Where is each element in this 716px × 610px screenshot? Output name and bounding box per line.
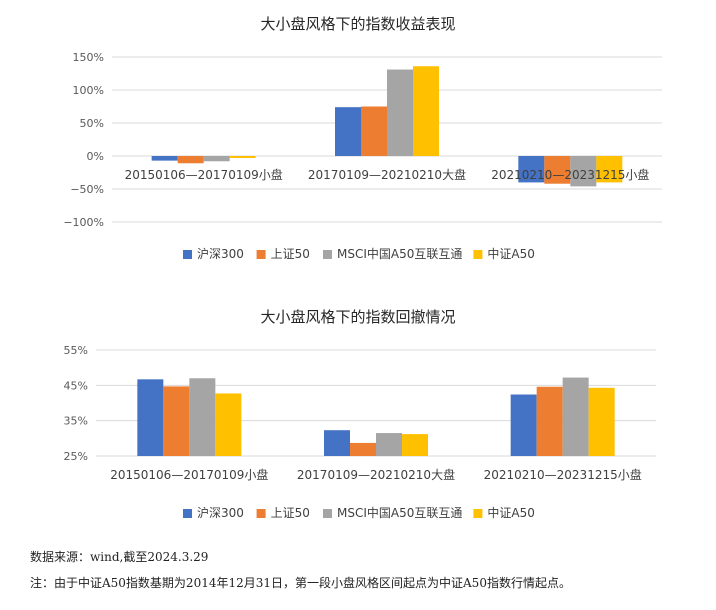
legend-swatch: [256, 250, 266, 259]
bar: [215, 393, 242, 456]
y-tick-label: 150%: [73, 51, 104, 64]
chart-title: 大小盘风格下的指数回撤情况: [260, 308, 455, 326]
legend-label: MSCI中国A50互联互通: [337, 505, 462, 520]
legend-swatch: [473, 250, 483, 259]
bar: [518, 156, 545, 183]
y-tick-label: 0%: [87, 150, 104, 163]
bar: [570, 156, 597, 187]
legend-label: MSCI中国A50互联互通: [337, 246, 462, 261]
category-label: 20210210—20231215小盘: [491, 167, 649, 182]
category-label: 20150106—20170109小盘: [110, 467, 268, 482]
legend-swatch: [323, 250, 332, 259]
legend-swatch: [256, 509, 266, 518]
y-tick-label: 50%: [80, 117, 104, 130]
legend-swatch: [183, 250, 192, 259]
category-label: 20170109—20210210大盘: [308, 167, 466, 182]
bar: [177, 156, 204, 164]
bar: [324, 430, 350, 456]
legend-label: 沪深300: [197, 506, 244, 520]
category-label: 20150106—20170109小盘: [125, 167, 283, 182]
bar: [163, 386, 190, 456]
legend-label: 上证50: [271, 506, 310, 520]
legend-label: 中证A50: [487, 246, 534, 261]
bar: [544, 156, 571, 184]
bar: [151, 156, 178, 161]
bar: [413, 66, 439, 156]
legend-label: 沪深300: [197, 247, 244, 261]
drawdown-chart: 大小盘风格下的指数回撤情况 25% 35% 45% 55% 20150106—201701…: [64, 308, 656, 520]
bar: [588, 387, 615, 456]
bar: [203, 156, 230, 162]
legend-label: 上证50: [271, 247, 310, 261]
legend-swatch: [183, 509, 192, 518]
bar: [361, 106, 387, 156]
bar: [350, 442, 376, 456]
bar: [536, 386, 563, 456]
bar: [562, 377, 589, 456]
legend-label: 中证A50: [487, 505, 534, 520]
footnote: 注：由于中证A50指数基期为2014年12月31日，第一段小盘风格区间起点为中证…: [30, 576, 571, 590]
y-tick-label: 35%: [64, 415, 88, 428]
bar: [137, 379, 164, 456]
y-tick-label: 55%: [64, 344, 88, 357]
bar: [402, 434, 428, 456]
legend-swatch: [323, 509, 332, 518]
y-tick-label: 25%: [64, 450, 88, 463]
bar: [189, 378, 216, 456]
chart-title: 大小盘风格下的指数收益表现: [260, 15, 455, 33]
bar: [376, 433, 402, 456]
bar: [335, 107, 361, 156]
bar: [510, 394, 537, 456]
y-tick-label: −100%: [63, 216, 104, 229]
data-source-note: 数据来源：wind,截至2024.3.29: [30, 550, 209, 564]
y-tick-label: −50%: [70, 183, 104, 196]
category-label: 20210210—20231215小盘: [484, 467, 642, 482]
category-label: 20170109—20210210大盘: [297, 467, 455, 482]
legend-swatch: [473, 509, 483, 518]
y-tick-label: 100%: [73, 84, 104, 97]
bar: [229, 156, 256, 158]
y-tick-label: 45%: [64, 379, 88, 392]
bar: [387, 69, 413, 156]
bar: [596, 156, 623, 183]
returns-chart: 大小盘风格下的指数收益表现 −100% −50% 0% 50% 100% 150% 20150…: [63, 15, 662, 261]
